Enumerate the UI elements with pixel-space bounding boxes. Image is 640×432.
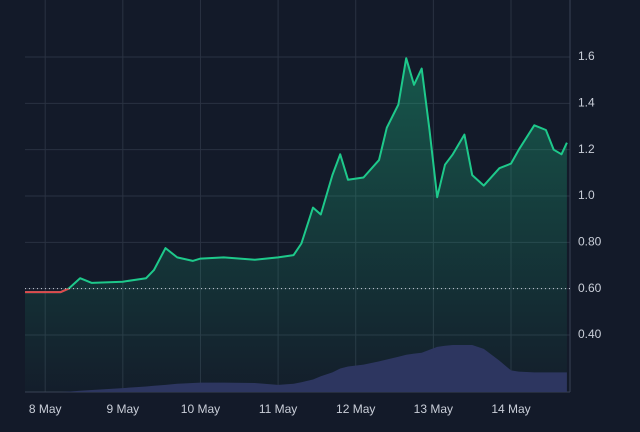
- y-tick-label: 0.60: [578, 281, 602, 295]
- y-tick-label: 0.80: [578, 235, 602, 249]
- y-tick-label: 1.0: [578, 188, 595, 202]
- x-tick-label: 10 May: [181, 402, 220, 416]
- x-tick-label: 8 May: [29, 402, 62, 416]
- y-tick-label: 1.6: [578, 49, 595, 63]
- x-tick-label: 12 May: [336, 402, 375, 416]
- price-area: [25, 58, 567, 392]
- y-tick-label: 1.2: [578, 142, 595, 156]
- x-tick-label: 14 May: [491, 402, 530, 416]
- volume-area: [25, 345, 567, 392]
- x-tick-label: 13 May: [414, 402, 453, 416]
- x-tick-label: 11 May: [259, 402, 297, 416]
- price-line: [25, 57, 568, 294]
- x-tick-label: 9 May: [106, 402, 139, 416]
- y-tick-label: 1.4: [578, 96, 595, 110]
- y-tick-label: 0.40: [578, 327, 602, 341]
